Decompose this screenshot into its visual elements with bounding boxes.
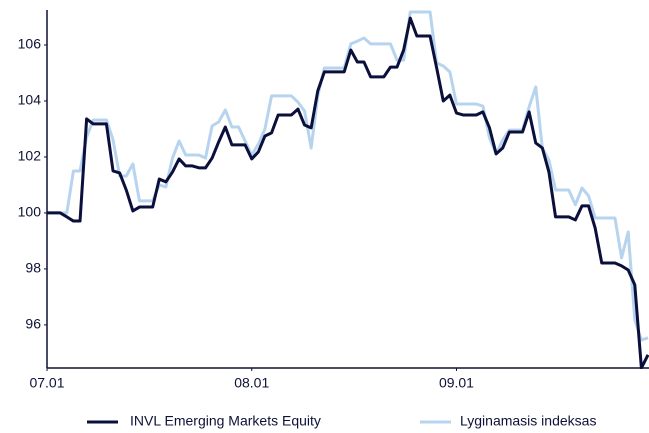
y-tick-label: 98 (25, 260, 41, 276)
series-line (47, 16, 649, 369)
y-tick-label: 100 (18, 204, 42, 220)
legend-label: Lyginamasis indeksas (460, 413, 596, 429)
y-tick-label: 102 (18, 148, 42, 164)
x-tick-label: 09.01 (439, 375, 474, 391)
y-tick-label: 104 (18, 92, 42, 108)
y-tick-label: 96 (25, 316, 41, 332)
x-tick-label: 08.01 (234, 375, 269, 391)
plot-area (47, 10, 649, 369)
x-tick-label: 07.01 (29, 375, 64, 391)
legend-label: INVL Emerging Markets Equity (130, 413, 321, 429)
y-tick-label: 106 (18, 36, 42, 52)
